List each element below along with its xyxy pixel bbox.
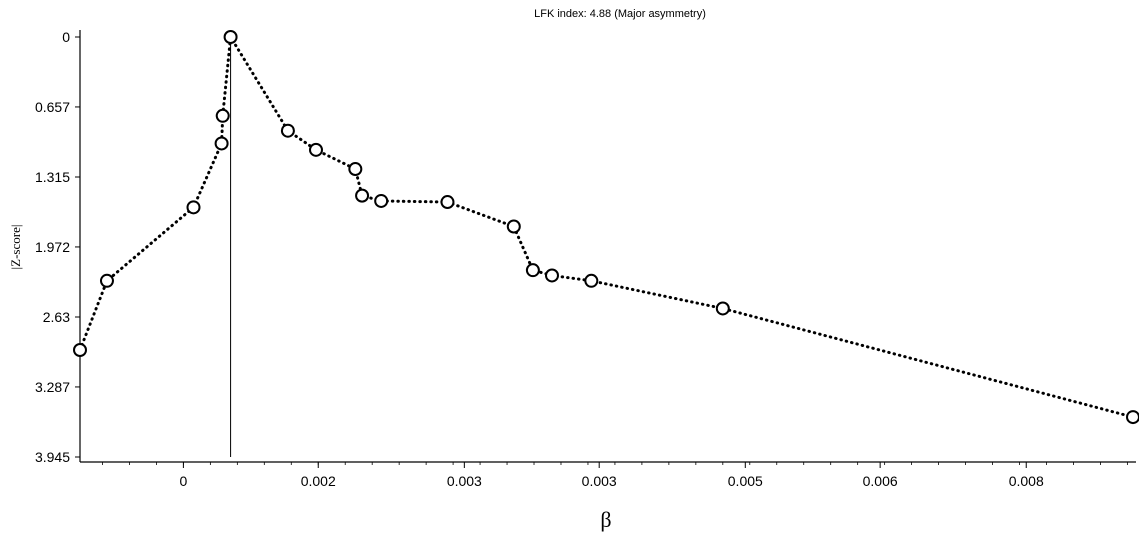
data-point: [355, 188, 370, 203]
data-point: [440, 195, 455, 210]
series-dotted-line: [78, 32, 1135, 419]
data-point: [308, 142, 323, 157]
x-axis-label: β: [600, 507, 611, 532]
data-point: [525, 263, 540, 278]
data-point: [99, 273, 114, 288]
data-point: [506, 219, 521, 234]
x-tick-label: 0.002: [301, 473, 336, 489]
chart-title: LFK index: 4.88 (Major asymmetry): [534, 8, 706, 20]
plot-area: 0 0.657 1.315 1.972 2.63 3.287 3.945 0 0.002 0.00…: [35, 29, 1139, 489]
data-point: [584, 273, 599, 288]
x-tick-label: 0.003: [582, 473, 617, 489]
data-point: [374, 193, 389, 208]
x-tick-label: 0.008: [1009, 473, 1044, 489]
x-tick-label: 0: [179, 473, 187, 489]
data-point: [280, 123, 295, 138]
data-point: [348, 162, 363, 177]
y-tick-label: 0.657: [35, 99, 70, 115]
data-point: [223, 30, 238, 44]
data-point: [715, 301, 730, 316]
y-tick-label: 3.945: [35, 449, 70, 465]
y-axis-label: |Z-score|: [8, 225, 23, 270]
y-tick-label: 1.972: [35, 239, 70, 255]
data-point: [214, 136, 229, 151]
data-point: [186, 200, 201, 215]
x-tick-label: 0.003: [447, 473, 482, 489]
x-tick-label: 0.006: [863, 473, 898, 489]
y-tick-label: 0: [62, 29, 70, 45]
data-point: [215, 108, 230, 123]
y-tick-label: 3.287: [35, 379, 70, 395]
data-point: [73, 343, 87, 358]
y-tick-label: 2.63: [43, 309, 70, 325]
y-tick-label: 1.315: [35, 169, 70, 185]
data-point: [544, 268, 559, 283]
x-tick-label: 0.005: [728, 473, 763, 489]
data-point: [1126, 410, 1139, 425]
